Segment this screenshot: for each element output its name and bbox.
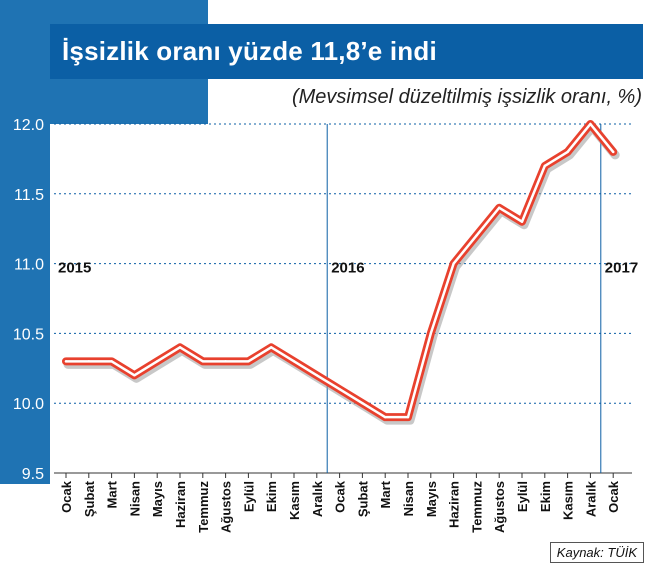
x-tick-label: Ocak: [333, 480, 348, 513]
data-point: [270, 346, 273, 349]
data-point: [543, 164, 546, 168]
data-point: [498, 206, 501, 209]
data-point: [475, 234, 478, 237]
x-tick-label: Kasım: [561, 481, 576, 520]
y-tick-label: 11.5: [14, 187, 44, 204]
x-tick-label: Aralık: [583, 480, 598, 517]
data-point: [566, 150, 569, 154]
data-point: [589, 122, 592, 126]
title-banner: İşsizlik oranı yüzde 11,8’e indi: [50, 24, 643, 79]
data-point: [338, 388, 341, 391]
x-tick-label: Eylül: [241, 481, 256, 512]
y-tick-label: 11.0: [14, 257, 44, 274]
data-point: [520, 220, 524, 223]
x-tick-label: Haziran: [173, 481, 188, 528]
y-tick-label: 10.0: [13, 396, 44, 413]
x-tick-label: Ekim: [264, 481, 279, 512]
x-tick-label: Mayıs: [424, 481, 439, 517]
data-point: [406, 415, 410, 419]
x-tick-label: Aralık: [310, 480, 325, 517]
x-tick-label: Haziran: [447, 481, 462, 528]
x-tick-label: Nisan: [401, 481, 416, 516]
data-point: [292, 360, 296, 363]
data-point: [110, 360, 113, 363]
data-point: [315, 374, 318, 377]
chart-subtitle: (Mevsimsel düzeltilmiş işsizlik oranı, %…: [291, 86, 642, 108]
decor-blue-strip: [0, 124, 50, 484]
x-tick-label: Mayıs: [150, 481, 165, 517]
year-label: 2017: [605, 260, 638, 277]
x-tick-label: Ağustos: [492, 481, 507, 533]
x-tick-label: Mart: [378, 480, 393, 508]
year-label: 2016: [331, 260, 364, 277]
data-point: [64, 360, 68, 363]
y-tick-label: 9.5: [22, 466, 44, 483]
x-tick-label: Ekim: [538, 481, 553, 512]
data-point: [224, 360, 227, 363]
x-tick-label: Kasım: [287, 481, 302, 520]
x-tick-label: Şubat: [355, 480, 370, 517]
data-point: [361, 402, 364, 405]
data-point: [429, 332, 432, 335]
data-point: [612, 150, 615, 154]
data-point: [384, 415, 387, 419]
source-label: Kaynak: TÜİK: [549, 542, 644, 563]
x-tick-label: Temmuz: [196, 481, 211, 533]
x-tick-label: Ocak: [606, 480, 621, 513]
y-tick-label: 12.0: [13, 117, 44, 134]
data-point: [201, 360, 204, 363]
x-tick-label: Eylül: [515, 481, 530, 512]
x-tick-label: Ağustos: [219, 481, 234, 533]
year-label: 2015: [58, 260, 91, 277]
data-point: [247, 360, 250, 363]
data-point: [178, 346, 182, 349]
x-tick-label: Temmuz: [469, 481, 484, 533]
y-tick-label: 10.5: [13, 326, 44, 343]
data-point: [452, 262, 455, 265]
x-tick-label: Nisan: [127, 481, 142, 516]
data-point: [133, 374, 136, 377]
x-tick-label: Mart: [105, 480, 120, 508]
data-point: [156, 360, 159, 363]
data-point: [87, 360, 91, 363]
x-tick-label: Şubat: [82, 480, 97, 517]
chart-title: İşsizlik oranı yüzde 11,8’e indi: [62, 36, 437, 66]
x-tick-label: Ocak: [59, 480, 74, 513]
